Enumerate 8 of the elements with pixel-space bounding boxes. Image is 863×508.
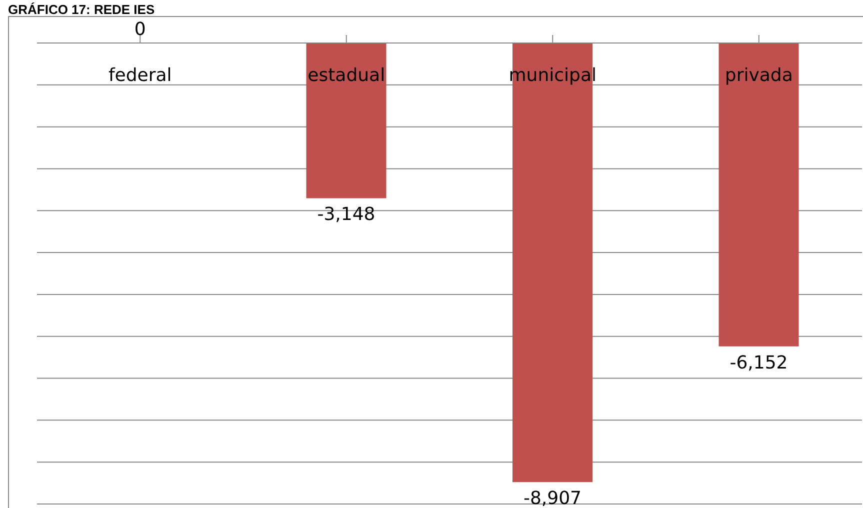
- x-tick-label: federal: [108, 65, 172, 86]
- data-label: -3,148: [317, 204, 376, 226]
- x-tick-label: privada: [724, 65, 793, 86]
- data-label: -8,907: [523, 488, 582, 508]
- data-label: 0: [134, 19, 146, 40]
- x-tick-label: estadual: [308, 65, 386, 86]
- chart-title: GRÁFICO 17: REDE IES: [8, 2, 155, 17]
- data-label: -6,152: [730, 352, 788, 374]
